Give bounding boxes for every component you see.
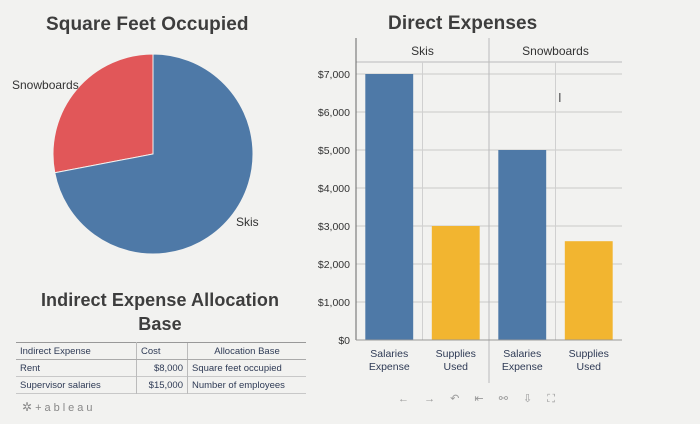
y-tick-label: $4,000 xyxy=(318,183,350,195)
x-tick-label: Supplies xyxy=(436,348,476,360)
panel-header-skis: Skis xyxy=(411,44,434,58)
view-toolbar: ← → ↶ ⇤ ⚯ ⇩ ⛶ xyxy=(398,392,567,406)
revert-icon[interactable]: ↶ xyxy=(450,393,460,405)
header-cost: Cost xyxy=(136,342,188,360)
pie-chart[interactable] xyxy=(50,53,256,255)
allocation-title-line2: Base xyxy=(138,314,182,334)
y-tick-label: $5,000 xyxy=(318,145,350,157)
pie-slice-snowboards[interactable] xyxy=(52,53,154,174)
tableau-logo-text: +ableau xyxy=(35,402,96,414)
cell-cost: $8,000 xyxy=(153,362,183,374)
pie-slice-skis[interactable] xyxy=(54,53,254,255)
x-tick-label: Expense xyxy=(502,361,543,373)
cell-base: Square feet occupied xyxy=(187,359,306,377)
y-tick-label: $7,000 xyxy=(318,69,350,81)
cell-cost: $15,000 xyxy=(148,379,183,391)
bar-skis-salaries[interactable] xyxy=(365,74,414,340)
allocation-table: Indirect Expense Cost Allocation Base Re… xyxy=(16,342,306,394)
x-tick-label: Salaries xyxy=(503,348,541,360)
panel-header-snowboards: Snowboards xyxy=(522,44,589,58)
pie-label-skis: Skis xyxy=(236,215,259,229)
table-row[interactable]: Supervisor salaries $15,000 Number of em… xyxy=(16,376,306,394)
allocation-title-line1: Indirect Expense Allocation xyxy=(40,290,280,310)
x-tick-label: Supplies xyxy=(569,348,609,360)
y-tick-label: $1,000 xyxy=(318,297,350,309)
share-icon[interactable]: ⚯ xyxy=(498,393,508,405)
download-icon[interactable]: ⇩ xyxy=(522,393,533,405)
undo-icon[interactable]: ← xyxy=(398,393,409,405)
first-icon[interactable]: ⇤ xyxy=(474,393,484,405)
x-tick-label: Used xyxy=(443,361,468,373)
y-tick-label: $0 xyxy=(338,335,350,347)
bar-snowboards-supplies[interactable] xyxy=(564,241,613,340)
tableau-logo-icon: ✲ xyxy=(22,400,33,414)
text-cursor-icon: I xyxy=(558,90,562,105)
pie-label-snowboards: Snowboards xyxy=(12,78,79,92)
x-tick-label: Expense xyxy=(369,361,410,373)
cell-base: Number of employees xyxy=(187,376,306,394)
bar-chart-title: Direct Expenses xyxy=(388,13,538,34)
bar-chart[interactable]: $0 $1,000 $2,000 $3,000 $4,000 $5,000 $6,000 $7… xyxy=(300,38,630,383)
x-tick-label: Salaries xyxy=(370,348,408,360)
header-indirect-expense: Indirect Expense xyxy=(16,342,137,360)
cell-expense: Supervisor salaries xyxy=(16,376,137,394)
x-tick-label: Used xyxy=(576,361,601,373)
y-tick-label: $3,000 xyxy=(318,221,350,233)
table-row[interactable]: Rent $8,000 Square feet occupied xyxy=(16,359,306,377)
fullscreen-icon[interactable]: ⛶ xyxy=(547,393,555,405)
allocation-title: Indirect Expense Allocation Base xyxy=(30,288,290,336)
bar-skis-supplies[interactable] xyxy=(431,226,480,340)
pie-chart-title: Square Feet Occupied xyxy=(46,14,249,35)
tableau-logo[interactable]: ✲ +ableau xyxy=(22,400,96,414)
y-tick-label: $6,000 xyxy=(318,107,350,119)
bar-snowboards-salaries[interactable] xyxy=(498,150,547,340)
redo-icon[interactable]: → xyxy=(424,393,436,405)
table-header-row: Indirect Expense Cost Allocation Base xyxy=(16,342,306,360)
y-tick-label: $2,000 xyxy=(318,259,350,271)
header-allocation-base: Allocation Base xyxy=(187,342,306,360)
cell-expense: Rent xyxy=(16,359,137,377)
